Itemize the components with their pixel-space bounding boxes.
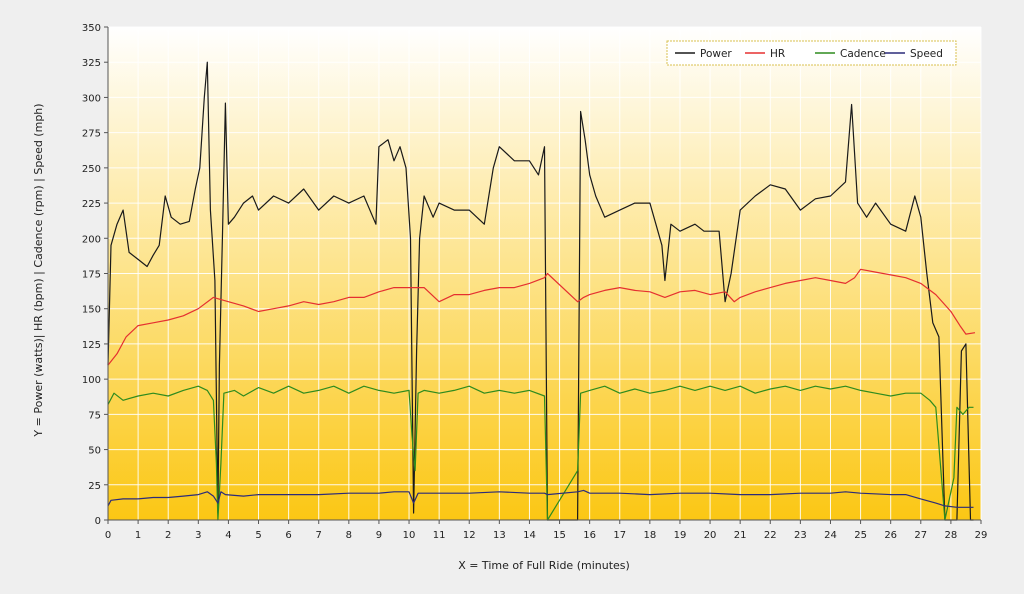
- x-tick-label: 22: [764, 530, 777, 541]
- y-tick-labels: 0 25 50 75 100 125 150 175 200 225 250 275 300 325 350: [82, 23, 108, 527]
- x-tick-label: 12: [463, 530, 476, 541]
- x-tick-label: 7: [316, 530, 322, 541]
- y-tick-label: 250: [82, 164, 101, 175]
- y-tick-label: 125: [82, 340, 101, 351]
- x-tick-label: 1: [135, 530, 141, 541]
- x-tick-label: 29: [975, 530, 988, 541]
- x-tick-label: 3: [195, 530, 201, 541]
- legend-label: Cadence: [840, 48, 886, 60]
- y-tick-label: 50: [88, 446, 101, 457]
- y-tick-label: 325: [82, 58, 101, 69]
- y-tick-label: 0: [95, 516, 101, 527]
- legend-item-power: Power: [675, 48, 732, 60]
- y-tick-label: 150: [82, 305, 101, 316]
- x-tick-label: 26: [884, 530, 897, 541]
- y-tick-label: 275: [82, 129, 101, 140]
- series-line-power: [107, 61, 974, 521]
- x-tick-label: 17: [613, 530, 626, 541]
- series-line-speed: [107, 489, 974, 508]
- legend: Power HR Cadence Speed: [666, 40, 957, 66]
- x-tick-label: 2: [165, 530, 171, 541]
- series-line-cadence: [107, 385, 974, 521]
- x-tick-label: 19: [674, 530, 687, 541]
- series-line-hr: [107, 268, 976, 366]
- x-tick-label: 5: [255, 530, 261, 541]
- y-tick-label: 25: [88, 481, 101, 492]
- x-tick-label: 0: [105, 530, 111, 541]
- x-tick-label: 11: [433, 530, 446, 541]
- x-tick-label: 4: [225, 530, 231, 541]
- y-tick-label: 200: [82, 234, 101, 245]
- x-tick-label: 20: [704, 530, 717, 541]
- x-tick-label: 27: [914, 530, 927, 541]
- legend-item-cadence: Cadence: [815, 48, 886, 60]
- x-tick-label: 23: [794, 530, 807, 541]
- x-tick-label: 8: [346, 530, 352, 541]
- x-tick-label: 24: [824, 530, 837, 541]
- legend-label: HR: [770, 48, 785, 60]
- series-lines: [107, 61, 976, 521]
- x-tick-label: 13: [493, 530, 506, 541]
- x-tick-labels: 0 1 2 3 4 5 6 7 8 9 10 11 12 13 14 15 16 17 18 19 20 21 22 23 24…: [105, 520, 988, 541]
- x-tick-label: 9: [376, 530, 382, 541]
- x-axis-label: X = Time of Full Ride (minutes): [458, 559, 630, 572]
- x-tick-label: 28: [945, 530, 958, 541]
- legend-item-hr: HR: [745, 48, 785, 60]
- x-tick-label: 21: [734, 530, 747, 541]
- x-tick-label: 16: [583, 530, 596, 541]
- x-tick-label: 6: [285, 530, 291, 541]
- legend-item-speed: Speed: [885, 48, 943, 60]
- x-tick-label: 10: [403, 530, 416, 541]
- y-tick-label: 225: [82, 199, 101, 210]
- y-tick-label: 100: [82, 375, 101, 386]
- x-tick-label: 18: [643, 530, 656, 541]
- y-axis-label: Y = Power (watts)| HR (bpm) | Cadence (r…: [32, 103, 45, 437]
- legend-label: Power: [700, 48, 732, 60]
- y-tick-label: 75: [88, 410, 101, 421]
- x-tick-label: 14: [523, 530, 536, 541]
- x-tick-label: 25: [854, 530, 867, 541]
- y-tick-label: 350: [82, 23, 101, 34]
- x-tick-label: 15: [553, 530, 566, 541]
- legend-label: Speed: [910, 48, 943, 60]
- legend-box: [666, 40, 957, 66]
- y-tick-label: 300: [82, 93, 101, 104]
- y-tick-label: 175: [82, 270, 101, 281]
